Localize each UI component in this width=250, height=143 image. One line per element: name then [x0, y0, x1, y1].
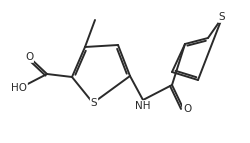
Text: HO: HO: [11, 83, 27, 93]
Text: O: O: [183, 104, 191, 114]
Text: O: O: [25, 52, 33, 62]
Text: S: S: [91, 98, 97, 108]
Text: NH: NH: [135, 101, 151, 111]
Text: S: S: [219, 12, 225, 22]
